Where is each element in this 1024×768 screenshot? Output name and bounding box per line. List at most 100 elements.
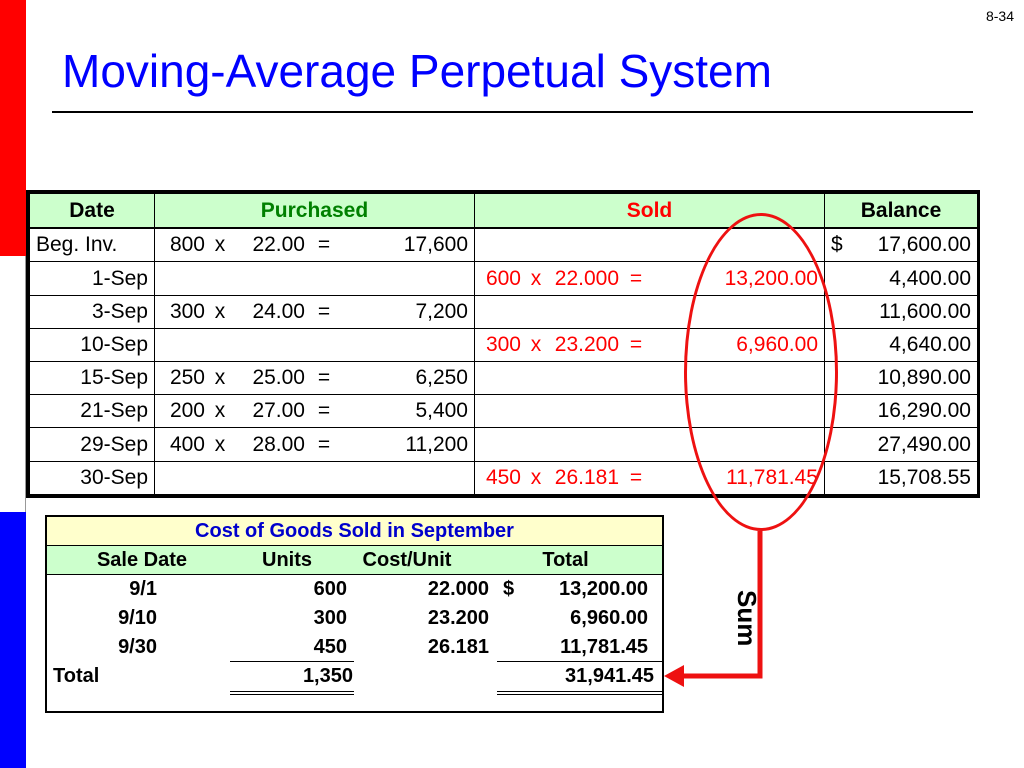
purchased-units: 300 [169, 299, 205, 323]
ledger-date: 29-Sep [29, 427, 155, 462]
cogs-total-value: 13,200.00 [559, 578, 648, 600]
cogs-row: 9/1 600 22.000 $13,200.00 [47, 575, 662, 604]
purchased-times: x [214, 233, 226, 257]
purchased-equals: = [317, 299, 331, 323]
cogs-header-cost-unit: Cost/Unit [362, 549, 452, 571]
sold-cost: 23.200 [554, 332, 619, 356]
units-double-underline-1 [230, 691, 354, 692]
ledger-date: 21-Sep [29, 394, 155, 429]
units-double-underline-2 [230, 694, 354, 695]
ledger-date: 10-Sep [29, 327, 155, 363]
purchased-cost: 24.00 [252, 299, 305, 323]
balance-amount: 17,600.00 [877, 233, 971, 257]
balance-currency: $ [831, 233, 843, 257]
cogs-cost-unit: 22.000 [427, 578, 489, 600]
cogs-sale-date: 9/10 [118, 607, 157, 629]
sold-equals: = [629, 266, 643, 290]
sold-cost: 26.181 [554, 465, 619, 489]
purchased-units: 200 [169, 399, 205, 423]
cogs-total-row: Total 1,350 31,941.45 [47, 662, 662, 691]
balance-amount: 27,490.00 [877, 432, 971, 456]
balance-amount: 4,400.00 [889, 266, 971, 290]
cogs-table: Cost of Goods Sold in September Sale Dat… [45, 515, 664, 713]
ledger-row: 21-Sep 200 x 27.00 = 5,400 16,290.00 [29, 394, 978, 429]
cogs-header-total: Total [542, 549, 589, 571]
ledger-header-date: Date [29, 193, 155, 229]
cogs-total: $13,200.00 [489, 575, 656, 604]
sum-label: Sum [732, 590, 762, 647]
sidebar-blue-band [0, 512, 26, 768]
cogs-sale-date: 9/30 [118, 636, 157, 658]
cogs-header-units: Units [262, 549, 312, 571]
title-divider [52, 111, 973, 113]
cogs-header-row: Sale Date Units Cost/Unit Total [47, 546, 662, 575]
cogs-total: 6,960.00 [489, 604, 656, 633]
cogs-title: Cost of Goods Sold in September [47, 517, 662, 546]
sold-units: 300 [485, 332, 521, 356]
balance-amount: 10,890.00 [877, 366, 971, 390]
purchased-total: 5,400 [415, 399, 468, 423]
ledger-header-balance: Balance [824, 193, 978, 229]
ledger-balance-cell: 27,490.00 [824, 427, 978, 462]
total-double-underline-1 [497, 691, 662, 692]
ledger-purchased-cell: 300 x 24.00 = 7,200 [154, 294, 475, 329]
sidebar-white-band [0, 256, 26, 512]
cogs-total-value: 6,960.00 [570, 607, 648, 629]
cogs-total: 11,781.45 [489, 633, 656, 662]
cogs-units: 450 [313, 636, 347, 658]
cogs-sale-date: 9/1 [129, 578, 157, 600]
purchased-times: x [214, 366, 226, 390]
ledger-balance-cell: $17,600.00 [824, 227, 978, 263]
cogs-row: 9/10 300 23.200 6,960.00 [47, 604, 662, 633]
ledger-date: 30-Sep [29, 460, 155, 496]
ledger-purchased-cell: 800 x 22.00 = 17,600 [154, 227, 475, 263]
balance-amount: 4,640.00 [889, 332, 971, 356]
cogs-total-amount: 31,941.45 [565, 665, 654, 687]
purchased-cost: 27.00 [252, 399, 305, 423]
sold-times: x [530, 332, 542, 356]
cogs-total-label: Total [53, 665, 100, 687]
purchased-units: 800 [169, 233, 205, 257]
sold-units: 600 [485, 266, 521, 290]
inventory-ledger-table: Date Purchased Sold Balance Beg. Inv. 800… [26, 190, 980, 498]
page-number: 8-34 [985, 8, 1014, 24]
purchased-total: 7,200 [415, 299, 468, 323]
total-double-underline-2 [497, 694, 662, 695]
cogs-cost-unit: 23.200 [427, 607, 489, 629]
ledger-balance-cell: 16,290.00 [824, 394, 978, 429]
cogs-currency: $ [503, 578, 515, 600]
sold-times: x [530, 465, 542, 489]
cogs-total-units: 1,350 [302, 665, 353, 687]
cogs-total-cost-unit [353, 662, 495, 691]
sidebar-red-band [0, 0, 26, 256]
purchased-times: x [214, 299, 226, 323]
purchased-times: x [214, 399, 226, 423]
purchased-units: 250 [169, 366, 205, 390]
purchased-cost: 25.00 [252, 366, 305, 390]
page-title: Moving-Average Perpetual System [62, 45, 772, 97]
ledger-balance-cell: 10,890.00 [824, 361, 978, 396]
cogs-row: 9/30 450 26.181 11,781.45 [47, 633, 662, 662]
ledger-purchased-cell [154, 460, 475, 496]
purchased-equals: = [317, 399, 331, 423]
sold-cost: 22.000 [554, 266, 619, 290]
purchased-units: 400 [169, 432, 205, 456]
cogs-cost-unit: 26.181 [427, 636, 489, 658]
ledger-purchased-cell: 250 x 25.00 = 6,250 [154, 361, 475, 396]
ledger-row: 10-Sep 300 x 23.200 = 6,960.00 4,640.00 [29, 327, 978, 363]
sold-equals: = [629, 332, 643, 356]
balance-amount: 15,708.55 [877, 465, 971, 489]
sold-times: x [530, 266, 542, 290]
purchased-equals: = [317, 233, 331, 257]
sold-column-highlight-circle [684, 213, 838, 531]
ledger-balance-cell: 4,400.00 [824, 261, 978, 296]
sold-equals: = [629, 465, 643, 489]
purchased-times: x [214, 432, 226, 456]
cogs-total-value: 11,781.45 [560, 636, 648, 658]
ledger-date: 1-Sep [29, 261, 155, 296]
purchased-cost: 28.00 [252, 432, 305, 456]
slide-sidebar [0, 0, 26, 768]
ledger-row: 3-Sep 300 x 24.00 = 7,200 11,600.00 [29, 294, 978, 329]
purchased-total: 6,250 [415, 366, 468, 390]
balance-amount: 11,600.00 [879, 299, 971, 323]
